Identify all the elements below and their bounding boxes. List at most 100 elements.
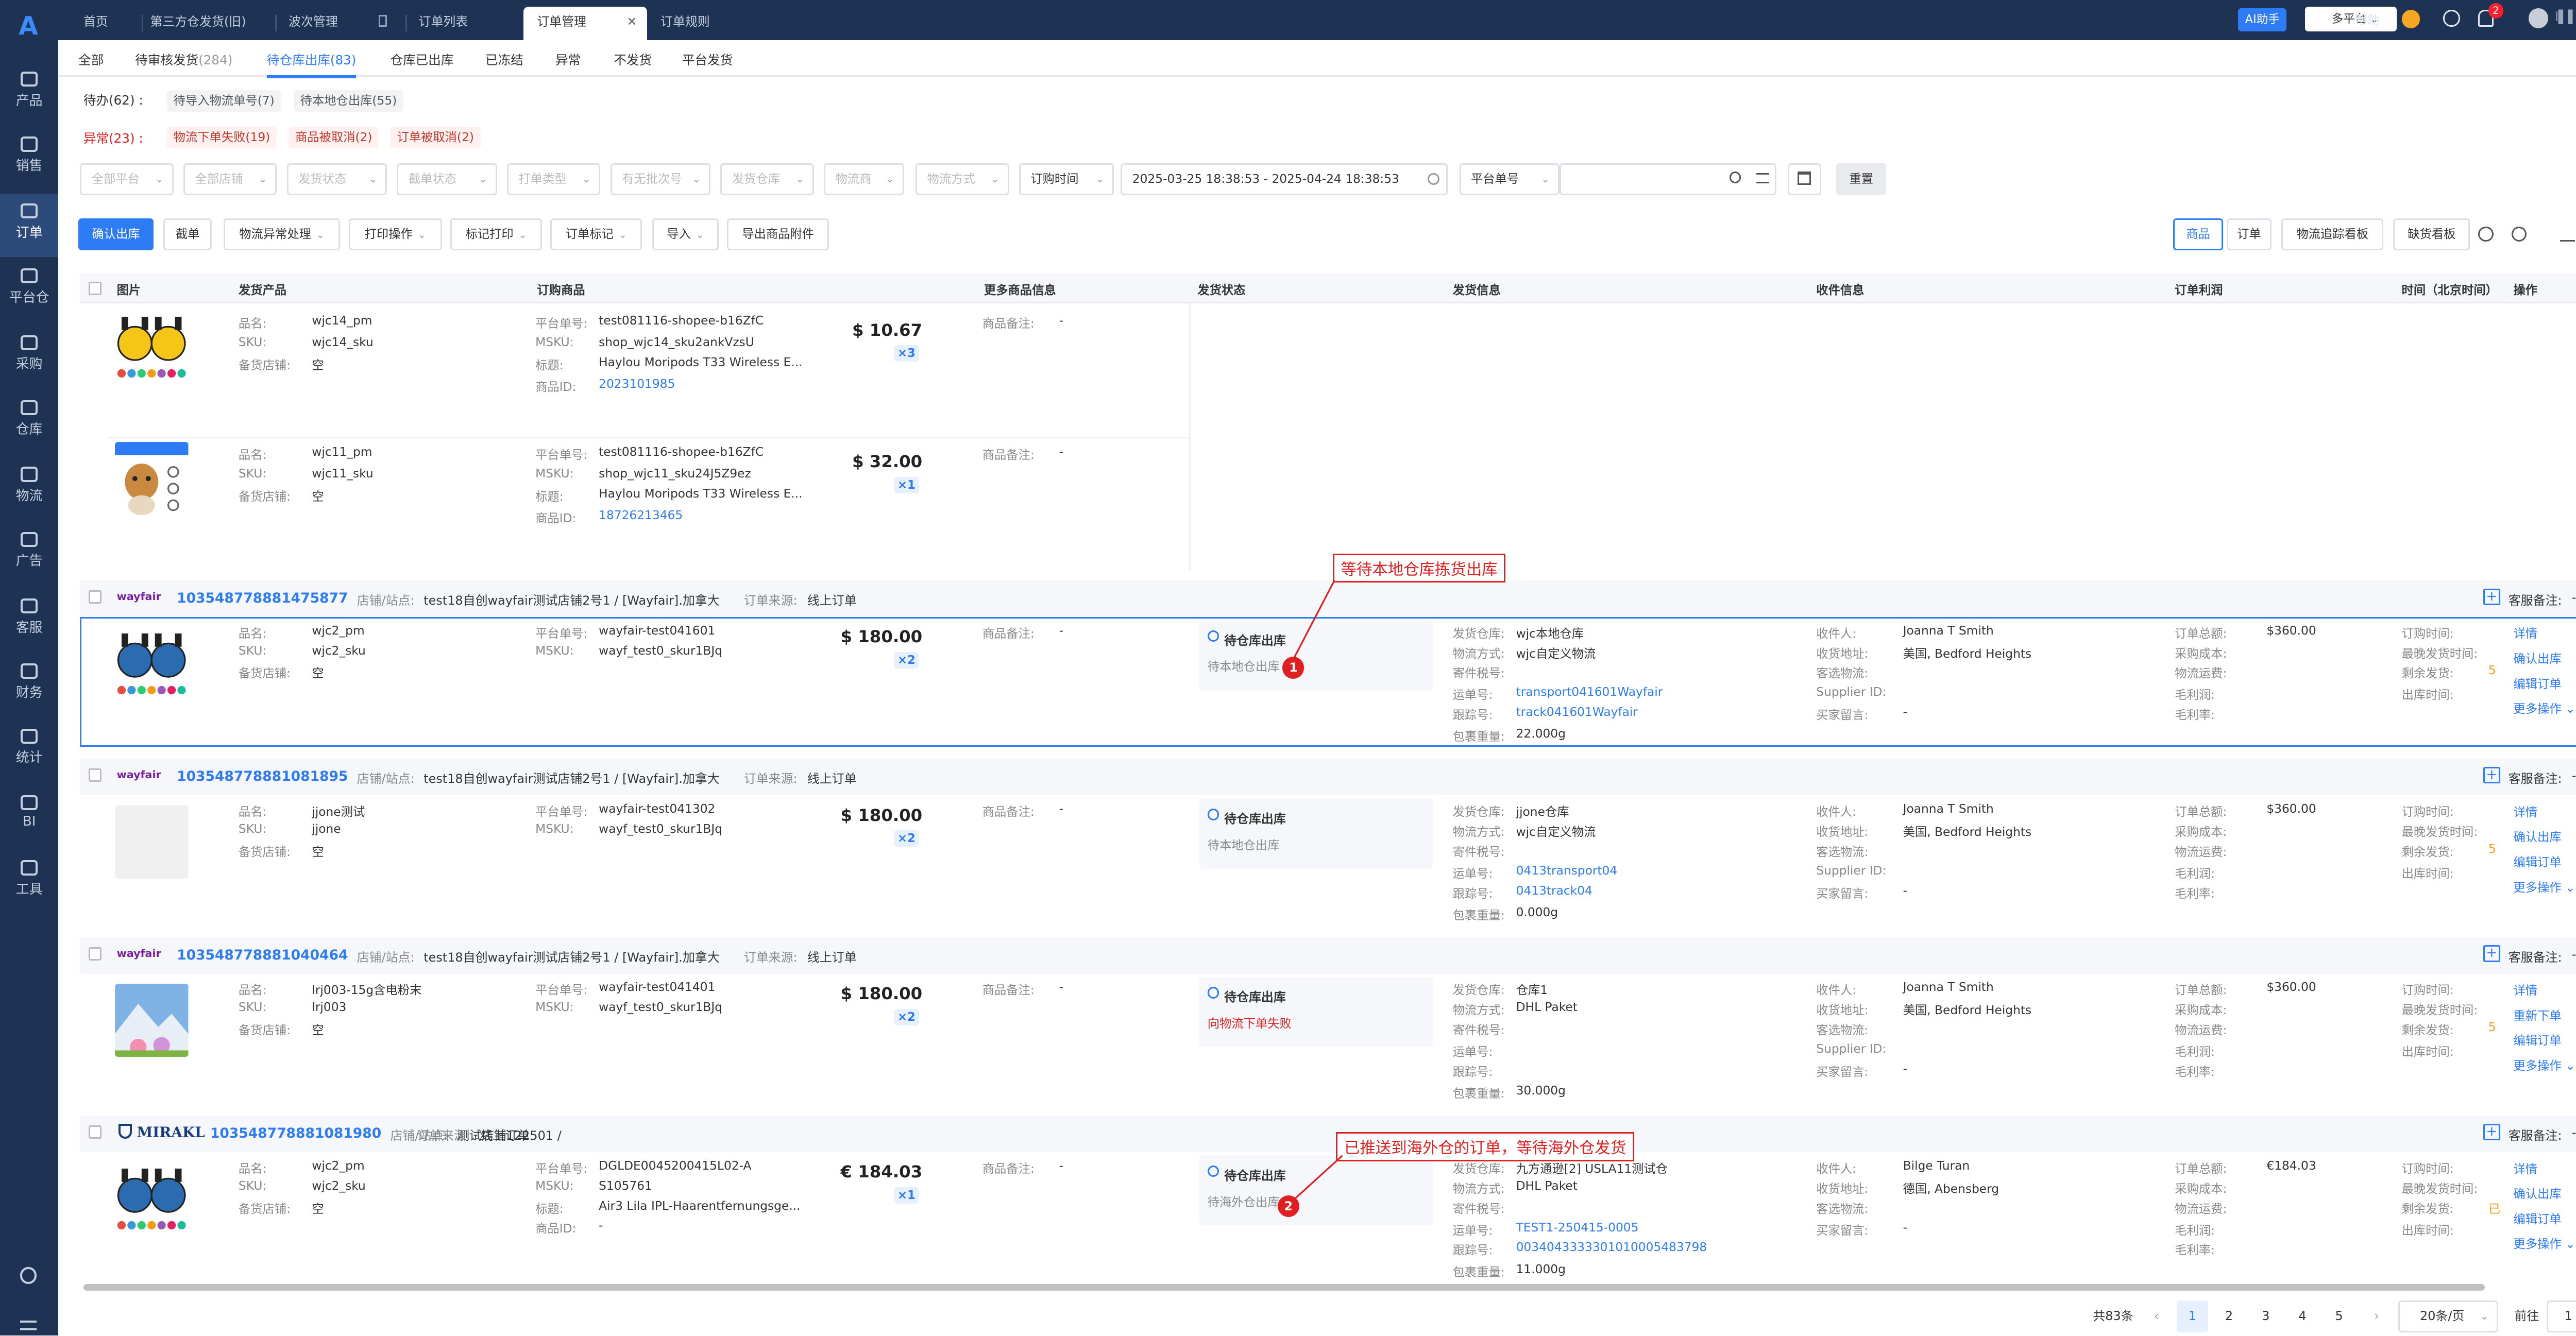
refresh-icon[interactable]	[2478, 227, 2494, 242]
menu-icon[interactable]	[20, 1320, 37, 1331]
page-2[interactable]: 2	[2225, 1309, 2233, 1324]
row-action-1[interactable]: 确认出库	[2513, 830, 2562, 845]
subtab-1[interactable]: 待审核发货(284)	[135, 50, 232, 68]
sidebar-item-9[interactable]: 财务	[0, 654, 58, 717]
help-icon[interactable]	[2512, 227, 2527, 242]
action-button-5[interactable]: 订单标记 ⌄	[550, 218, 642, 250]
abnormal-chip-order[interactable]: 订单被取消(2)	[390, 127, 481, 149]
order-checkbox[interactable]	[88, 590, 102, 604]
tab-order-manage[interactable]: 订单管理 ✕	[523, 6, 648, 40]
page-4[interactable]: 4	[2298, 1309, 2307, 1324]
row-action-3[interactable]: 更多操作 ⌄	[2513, 1058, 2575, 1073]
reset-button[interactable]: 重置	[1836, 163, 1887, 195]
order-number-link[interactable]: 103548778881081895	[177, 768, 348, 785]
prev-page[interactable]: ‹	[2154, 1309, 2159, 1324]
tab-home[interactable]: 首页	[83, 14, 108, 29]
sidebar-item-0[interactable]: 产品	[0, 62, 58, 125]
sidebar-item-7[interactable]: 广告	[0, 522, 58, 585]
pin-icon[interactable]	[378, 15, 387, 27]
user-service-icon[interactable]	[2401, 10, 2420, 29]
horizontal-scrollbar[interactable]	[83, 1283, 2485, 1291]
order-checkbox[interactable]	[88, 768, 102, 782]
avatar[interactable]	[2528, 8, 2549, 29]
sidebar-item-2[interactable]: 订单	[0, 193, 59, 257]
list-icon[interactable]	[1756, 173, 1770, 183]
subtab-7[interactable]: 平台发货	[682, 50, 733, 68]
filter-select-6[interactable]: 发货仓库 ⌄	[720, 163, 814, 195]
advanced-filter-button[interactable]	[1788, 163, 1821, 195]
order-checkbox[interactable]	[88, 1125, 102, 1139]
sidebar-item-3[interactable]: 平台仓	[0, 259, 58, 322]
order-number-link[interactable]: 103548778881475877	[177, 590, 348, 606]
filter-select-5[interactable]: 有无批次号 ⌄	[610, 163, 711, 195]
add-remark-button[interactable]: +	[2483, 767, 2500, 784]
filter-select-9[interactable]: 订购时间 ⌄	[1019, 163, 1114, 195]
tab-wave[interactable]: 波次管理	[289, 14, 338, 29]
username[interactable]: l▌▌▌▌	[2555, 10, 2576, 25]
row-action-3[interactable]: 更多操作 ⌄	[2513, 702, 2575, 716]
sidebar-item-6[interactable]: 物流	[0, 457, 58, 520]
todo-chip-local[interactable]: 待本地仓出库(55)	[293, 90, 404, 112]
tab-order-list[interactable]: 订单列表	[418, 14, 468, 29]
subtab-2[interactable]: 待仓库出库(83)	[266, 50, 356, 79]
export-icon[interactable]	[2560, 227, 2575, 242]
filter-select-1[interactable]: 全部店铺 ⌄	[183, 163, 277, 195]
sidebar-item-4[interactable]: 采购	[0, 325, 58, 388]
subtab-4[interactable]: 已冻结	[485, 50, 523, 68]
page-1[interactable]: 1	[2176, 1300, 2209, 1332]
action-button-6[interactable]: 导入 ⌄	[652, 218, 719, 250]
row-action-1[interactable]: 重新下单	[2513, 1008, 2562, 1023]
order-number-link[interactable]: 103548778881040464	[177, 947, 348, 963]
action-button-7[interactable]: 导出商品附件	[727, 218, 829, 250]
row-action-2[interactable]: 编辑订单	[2513, 1212, 2562, 1226]
add-remark-button[interactable]: +	[2483, 588, 2500, 606]
abnormal-chip-logistics[interactable]: 物流下单失败(19)	[166, 127, 277, 149]
row-action-2[interactable]: 编辑订单	[2513, 1034, 2562, 1048]
order-checkbox[interactable]	[88, 947, 102, 961]
row-action-0[interactable]: 详情	[2513, 805, 2538, 819]
action-button-4[interactable]: 标记打印 ⌄	[450, 218, 543, 250]
tab-order-rules[interactable]: 订单规则	[660, 14, 710, 29]
action-button-0[interactable]: 确认出库	[78, 218, 154, 250]
filter-select-2[interactable]: 发货状态 ⌄	[286, 163, 387, 195]
view-button-0[interactable]: 商品	[2173, 218, 2224, 250]
row-action-1[interactable]: 确认出库	[2513, 1187, 2562, 1202]
view-button-3[interactable]: 缺货看板	[2393, 218, 2470, 250]
help-link[interactable]: 帮助	[2354, 13, 2380, 28]
filter-select-0[interactable]: 全部平台 ⌄	[80, 163, 174, 195]
action-button-1[interactable]: 截单	[163, 218, 212, 250]
sidebar-item-10[interactable]: 统计	[0, 718, 58, 782]
sidebar-item-11[interactable]: BI	[0, 785, 58, 849]
todo-chip-import[interactable]: 待导入物流单号(7)	[166, 90, 281, 112]
search-input[interactable]	[1559, 163, 1776, 195]
goto-input[interactable]: 1	[2547, 1300, 2576, 1332]
sidebar-item-1[interactable]: 销售	[0, 127, 58, 190]
next-page[interactable]: ›	[2374, 1309, 2379, 1324]
ai-assistant-button[interactable]: AI助手	[2238, 8, 2287, 32]
search-field-select[interactable]: 平台单号 ⌄	[1459, 163, 1560, 195]
sidebar-item-8[interactable]: 客服	[0, 589, 58, 652]
action-button-2[interactable]: 物流异常处理 ⌄	[223, 218, 341, 250]
row-action-2[interactable]: 编辑订单	[2513, 677, 2562, 691]
subtab-3[interactable]: 仓库已出库	[390, 50, 453, 68]
filter-select-3[interactable]: 截单状态 ⌄	[397, 163, 497, 195]
select-all-checkbox[interactable]	[88, 282, 102, 295]
page-size-select[interactable]: 20条/页 ⌄	[2398, 1300, 2499, 1332]
view-button-2[interactable]: 物流追踪看板	[2281, 218, 2383, 250]
filter-select-8[interactable]: 物流方式 ⌄	[916, 163, 1009, 195]
platform-select[interactable]: 多平台 ⌄	[2304, 6, 2397, 32]
settings-icon[interactable]	[20, 1267, 37, 1284]
download-icon[interactable]	[2443, 10, 2460, 27]
filter-select-4[interactable]: 打单类型 ⌄	[507, 163, 601, 195]
add-remark-button[interactable]: +	[2483, 1123, 2500, 1141]
row-action-1[interactable]: 确认出库	[2513, 652, 2562, 666]
sidebar-item-12[interactable]: 工具	[0, 850, 58, 914]
row-action-3[interactable]: 更多操作 ⌄	[2513, 1237, 2575, 1252]
subtab-6[interactable]: 不发货	[614, 50, 652, 68]
row-action-0[interactable]: 详情	[2513, 984, 2538, 998]
row-action-0[interactable]: 详情	[2513, 627, 2538, 641]
add-remark-button[interactable]: +	[2483, 945, 2500, 962]
view-button-1[interactable]: 订单	[2226, 218, 2272, 250]
close-icon[interactable]: ✕	[626, 14, 637, 29]
page-5[interactable]: 5	[2335, 1309, 2343, 1324]
